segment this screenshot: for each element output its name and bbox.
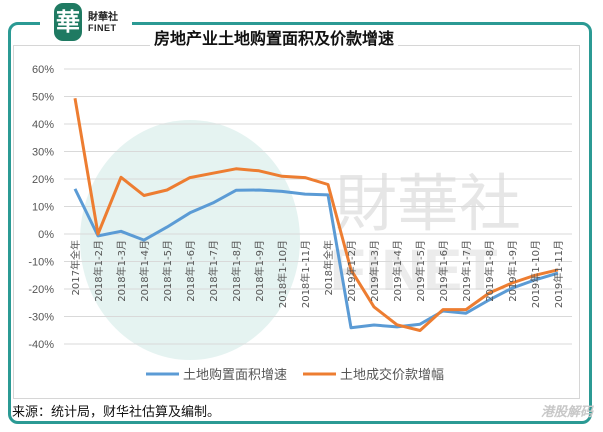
x-tick-label: 2017年全年 — [69, 240, 82, 295]
x-tick-label: 2018年1-3月 — [115, 240, 128, 302]
grid-lines — [64, 68, 572, 345]
legend: 土地购置面积增速 土地成交价款增幅 — [146, 367, 444, 383]
x-tick-label: 2019年1-10月 — [529, 240, 542, 308]
brand-en: FINET — [88, 23, 117, 33]
x-tick-label: 2019年1-4月 — [391, 240, 404, 302]
x-tick-label: 2018年全年 — [322, 240, 335, 295]
x-tick-label: 2018年1-8月 — [230, 240, 243, 302]
y-tick-label: -30% — [28, 312, 54, 324]
series-line-land-price — [73, 97, 559, 332]
y-axis-labels: 60% 50% 40% 30% 20% 10% 0% -10% -20% -30% -40% — [28, 64, 54, 351]
corner-watermark: 港股解码 — [540, 405, 593, 420]
x-tick-label: 2019年1-2月 — [345, 240, 358, 302]
x-tick-label: 2019年1-11月 — [552, 240, 565, 308]
x-tick-label: 2018年1-6月 — [184, 240, 197, 302]
finet-logo-icon: 華 — [54, 3, 82, 41]
y-tick-label: -20% — [28, 284, 54, 296]
y-tick-label: 20% — [32, 174, 54, 186]
brand-name: 財華社 FINET — [88, 12, 118, 34]
svg-text:FINET: FINET — [330, 238, 498, 303]
brand-cn: 財華社 — [88, 12, 118, 23]
x-tick-label: 2019年1-6月 — [437, 240, 450, 302]
x-tick-label: 2019年1-8月 — [483, 240, 496, 302]
y-tick-label: -40% — [28, 339, 54, 351]
x-tick-label: 2019年1-9月 — [506, 240, 519, 302]
svg-text:財華社: 財華社 — [335, 167, 521, 240]
y-tick-label: 30% — [32, 147, 54, 159]
y-tick-label: 10% — [32, 202, 54, 214]
x-tick-label: 2018年1-11月 — [299, 240, 312, 308]
series-line-land-area — [73, 188, 559, 330]
x-tick-label: 2018年1-2月 — [92, 240, 105, 302]
x-tick-label: 2019年1-3月 — [368, 240, 381, 302]
y-tick-label: -10% — [28, 257, 54, 269]
x-tick-label: 2018年1-9月 — [253, 240, 266, 302]
x-axis-labels: 2017年全年 2018年1-2月 2018年1-3月 2018年1-4月 2018年1… — [69, 240, 565, 308]
y-tick-label: 50% — [32, 92, 54, 104]
y-tick-label: 60% — [32, 64, 54, 76]
x-tick-label: 2019年1-7月 — [460, 240, 473, 302]
x-tick-label: 2018年1-4月 — [138, 240, 151, 302]
chart-frame — [8, 22, 592, 424]
x-tick-label: 2019年1-5月 — [414, 240, 427, 302]
x-tick-label: 2018年1-10月 — [276, 240, 289, 308]
series-lines — [73, 97, 559, 332]
x-tick-label: 2018年1-7月 — [207, 240, 220, 302]
x-tick-label: 2018年1-5月 — [161, 240, 174, 302]
y-tick-label: 40% — [32, 119, 54, 131]
source-note: 来源：统计局，财华社估算及编制。 — [12, 405, 221, 420]
legend-label: 土地成交价款增幅 — [340, 367, 444, 383]
y-tick-label: 0% — [38, 229, 54, 241]
chart-title: 房地产业土地购置面积及价款增速 — [150, 25, 399, 49]
legend-label: 土地购置面积增速 — [183, 367, 287, 383]
